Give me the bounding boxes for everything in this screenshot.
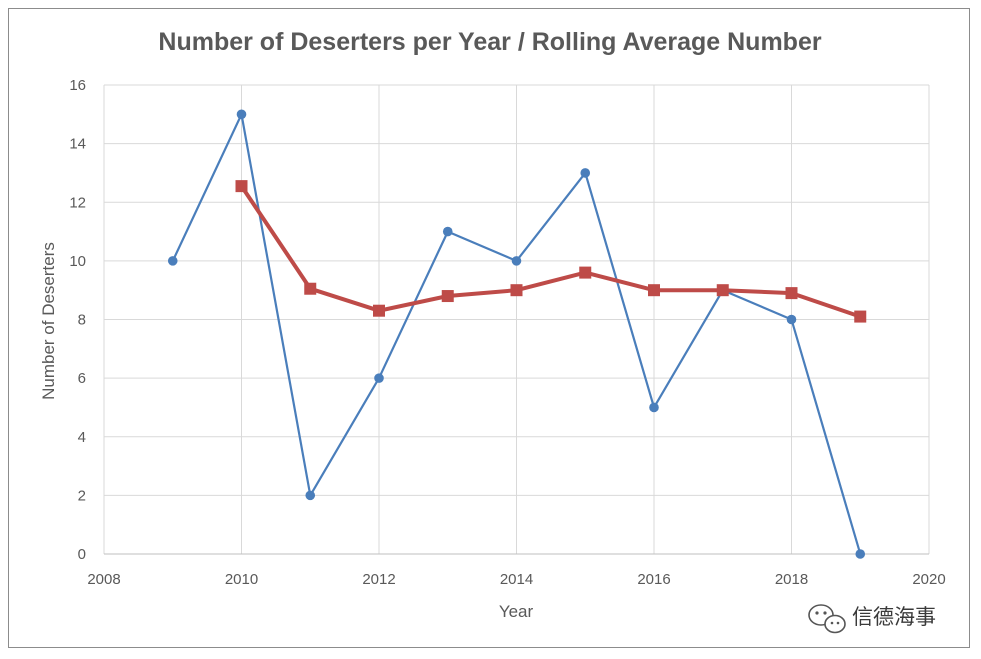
- x-tick-label: 2020: [912, 571, 945, 588]
- y-tick-label: 2: [78, 487, 86, 504]
- x-tick-label: 2010: [225, 571, 258, 588]
- data-point-circle: [305, 490, 316, 501]
- data-point-square: [304, 282, 317, 295]
- tick-labels: 0 2 4 6 8 10 12 14 16 2008 2010 2012 2014 2016 2018 202…: [69, 77, 945, 588]
- x-tick-label: 2008: [87, 571, 120, 588]
- data-point-square: [716, 284, 729, 297]
- chart-frame: [8, 8, 970, 648]
- data-point-circle: [511, 256, 522, 266]
- series-2-line: [239, 184, 861, 319]
- x-tick-label: 2012: [362, 571, 395, 588]
- y-axis-title: Number of Deserters: [39, 242, 58, 400]
- data-point-circle: [374, 373, 384, 383]
- chart-title: Number of Deserters per Year / Rolling A…: [158, 28, 821, 56]
- watermark-text: 信德海事: [852, 605, 936, 629]
- data-point-square: [785, 287, 798, 300]
- data-point-square: [373, 304, 385, 317]
- data-point-square: [441, 290, 454, 303]
- data-point-square: [510, 284, 523, 297]
- data-point-circle: [649, 402, 659, 413]
- y-tick-label: 14: [69, 136, 86, 153]
- x-tick-label: 2014: [500, 571, 533, 588]
- y-tick-label: 16: [69, 77, 86, 94]
- data-point-circle: [236, 109, 247, 120]
- data-point-circle: [442, 226, 453, 237]
- wechat-icon: [808, 604, 846, 634]
- y-tick-label: 6: [78, 370, 86, 387]
- x-tick-label: 2016: [637, 571, 670, 588]
- data-point-square: [648, 284, 660, 297]
- data-point-circle: [580, 168, 591, 178]
- y-tick-label: 8: [78, 312, 86, 329]
- data-point-circle: [167, 256, 178, 266]
- x-axis-title: Year: [499, 602, 534, 621]
- series-layer: [167, 109, 867, 559]
- series-1: [167, 109, 866, 559]
- y-tick-label: 0: [78, 546, 86, 563]
- series-2: [235, 180, 867, 323]
- data-point-circle: [786, 314, 797, 325]
- watermark: 信德海事: [808, 604, 936, 634]
- data-point-circle: [855, 549, 866, 559]
- y-tick-label: 10: [69, 253, 86, 270]
- data-point-square: [854, 310, 867, 323]
- grid: [103, 84, 930, 555]
- y-tick-label: 12: [69, 194, 86, 211]
- data-point-square: [235, 180, 248, 193]
- data-point-square: [579, 266, 592, 279]
- x-tick-label: 2018: [775, 571, 808, 588]
- y-tick-label: 4: [78, 429, 86, 446]
